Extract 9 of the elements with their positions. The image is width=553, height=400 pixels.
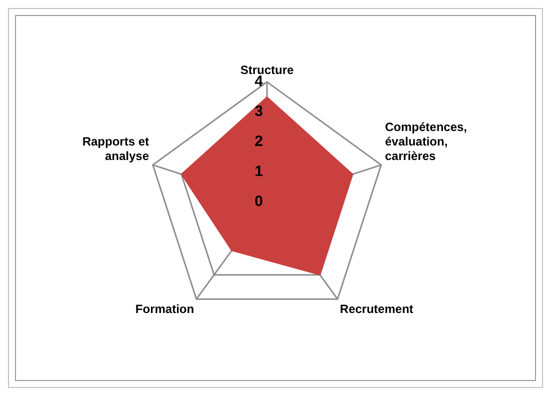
- y-tick-label: 3: [254, 103, 263, 120]
- y-tick-label: 2: [254, 133, 263, 150]
- y-tick-label: 4: [254, 73, 264, 90]
- y-tick-label: 0: [254, 193, 263, 210]
- spoke-label: Rapports et analyse: [82, 134, 150, 163]
- y-tick-label: 1: [254, 163, 263, 180]
- spoke-label: Formation: [135, 302, 194, 316]
- spoke-label: Compétences, évaluation, carrières: [384, 120, 468, 163]
- spoke-label: Recrutement: [340, 302, 414, 316]
